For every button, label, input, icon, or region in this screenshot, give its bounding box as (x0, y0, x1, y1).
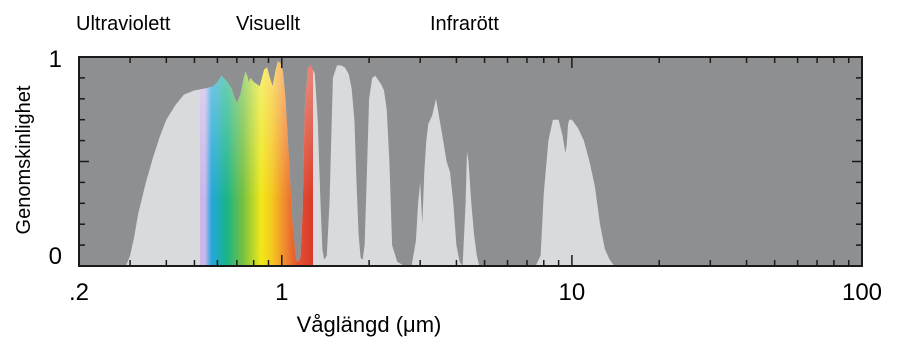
y-tick-label-1: 1 (49, 46, 62, 73)
x-tick-label: .2 (69, 279, 89, 306)
x-tick-label: 10 (559, 279, 586, 306)
region-label-ultraviolet: Ultraviolett (76, 13, 171, 35)
y-tick-label-0: 0 (49, 243, 62, 270)
x-tick-label: 100 (842, 279, 882, 306)
visible-spectrum-fade (200, 61, 313, 266)
region-label-infrared: Infrarött (430, 13, 499, 35)
x-axis-label: Våglängd (μm) (297, 312, 442, 337)
x-tick-labels: .2 1 10 100 (69, 279, 882, 306)
x-tick-label: 1 (275, 279, 288, 306)
plot-frame (78, 56, 863, 267)
y-axis-label: Genomskinlighet (13, 85, 35, 234)
region-label-visible: Visuellt (236, 13, 301, 35)
